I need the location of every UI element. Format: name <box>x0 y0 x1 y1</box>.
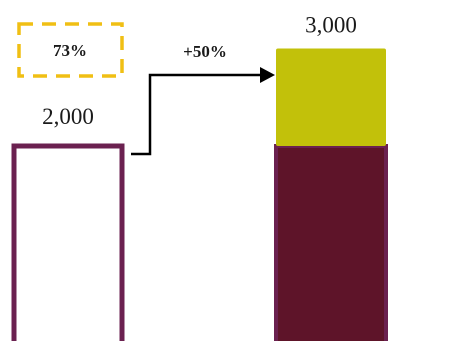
share-badge-label: 73% <box>53 41 87 60</box>
bar-before <box>14 146 122 341</box>
bar-after-base-segment <box>276 146 386 341</box>
bar-after-increase-segment <box>276 49 386 147</box>
growth-label: +50% <box>183 42 227 61</box>
growth-arrow-line <box>131 75 262 154</box>
bar-before-value-label: 2,000 <box>42 104 94 129</box>
growth-arrow-head-icon <box>260 67 275 83</box>
bar-after-value-label: 3,000 <box>305 13 357 38</box>
